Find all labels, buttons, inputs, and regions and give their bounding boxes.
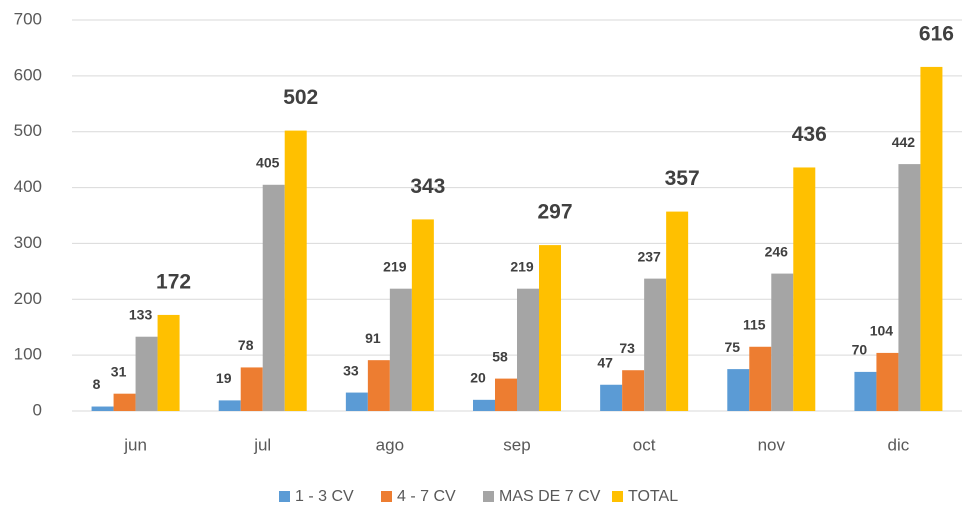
data-label: 58 [492,348,508,364]
bar [727,369,750,411]
bar [854,371,877,411]
data-label: 19 [216,370,232,386]
data-label: 104 [870,323,894,339]
legend-swatch [483,491,494,502]
bar [495,378,517,411]
bar [345,392,368,411]
y-tick-label: 100 [14,345,42,364]
x-tick-label: jul [253,435,271,454]
x-tick-label: sep [503,435,530,454]
bar [920,66,943,412]
legend-label: 1 - 3 CV [295,488,354,505]
y-tick-label: 600 [14,65,42,84]
bar [218,400,241,411]
bar [135,336,158,411]
data-label: 405 [256,154,280,170]
y-tick-label: 200 [14,289,42,308]
data-label: 133 [129,306,153,322]
bar [793,167,816,411]
bar [113,393,136,411]
x-tick-label: nov [758,435,786,454]
bar [644,278,667,411]
bar [898,164,921,411]
data-label: 436 [792,123,827,146]
x-tick-label: ago [376,435,404,454]
bar [876,352,899,411]
y-tick-label: 300 [14,233,42,252]
data-label: 219 [383,258,407,274]
y-tick-label: 500 [14,121,42,140]
data-label: 172 [156,270,191,293]
legend-swatch [279,491,290,502]
data-label: 502 [283,86,318,109]
legend-swatch [381,491,392,502]
bar [389,288,412,411]
legend-label: TOTAL [628,488,678,505]
bar [771,273,794,411]
data-label: 70 [852,342,868,358]
bar [91,406,114,411]
legend-label: MAS DE 7 CV [499,488,601,505]
data-label: 343 [410,175,445,198]
data-label: 246 [765,243,789,259]
y-tick-label: 700 [14,9,42,28]
data-label: 47 [597,354,613,370]
bar [517,288,539,411]
data-label: 91 [365,330,381,346]
x-tick-label: dic [888,435,910,454]
data-label: 442 [892,134,916,150]
bar [749,346,772,411]
bar [539,245,561,411]
data-label: 73 [619,340,635,356]
data-label: 8 [93,376,101,392]
bar [411,219,434,411]
y-tick-label: 400 [14,177,42,196]
bar [240,367,263,411]
data-label: 75 [724,339,740,355]
data-label: 31 [111,363,127,379]
bar [284,130,307,411]
data-label: 616 [919,22,954,45]
bar [367,360,390,411]
bar [157,314,180,411]
data-label: 219 [510,258,534,274]
data-label: 297 [537,201,572,224]
bar [666,211,689,411]
y-tick-label: 0 [33,400,42,419]
data-label: 115 [743,316,766,332]
bar [473,399,495,411]
data-label: 78 [238,337,254,353]
bar [262,184,285,411]
legend-swatch [612,491,623,502]
x-tick-label: oct [633,435,656,454]
data-label: 237 [637,248,661,264]
data-label: 33 [343,362,359,378]
data-label: 20 [470,370,486,386]
data-label: 357 [665,167,700,190]
bar [600,384,623,411]
x-tick-label: jun [123,435,147,454]
bar [622,370,645,411]
legend-label: 4 - 7 CV [397,488,456,505]
